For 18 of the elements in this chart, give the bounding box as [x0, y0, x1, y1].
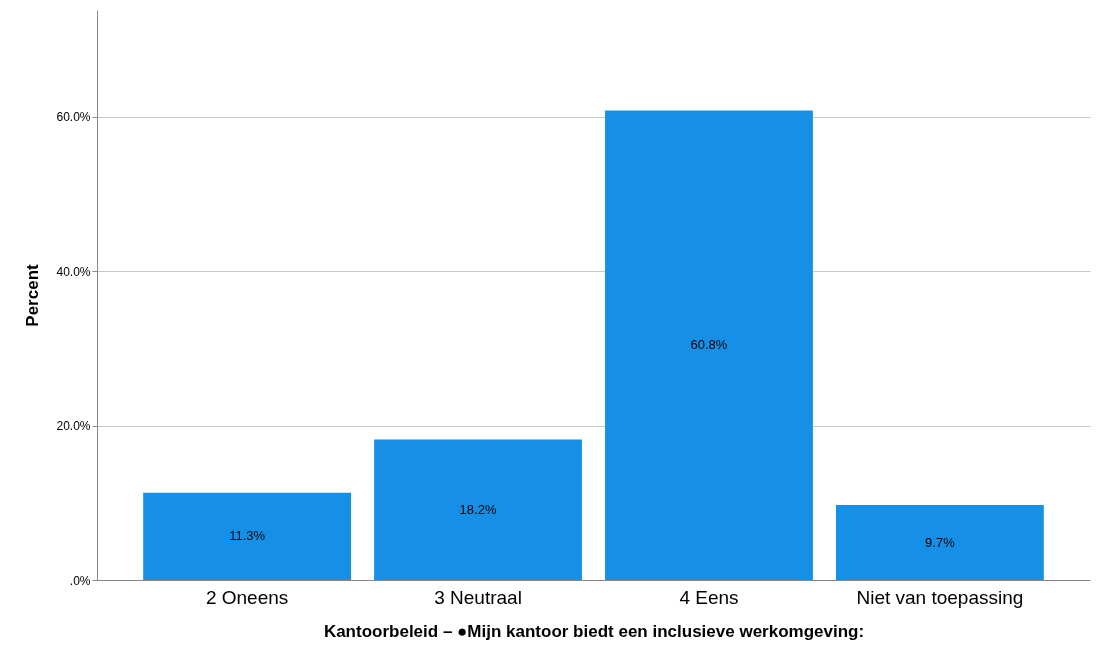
y-axis-title: Percent [23, 263, 43, 327]
data-label: 60.8% [690, 337, 728, 353]
data-label: 18.2% [459, 501, 497, 517]
x-tick-label: Niet van toepassing [856, 586, 1024, 608]
bar [605, 110, 813, 580]
data-label: 11.3% [229, 528, 266, 544]
x-axis-title: Kantoorbeleid – ●Mijn kantoor biedt een inclusieve werkomgeving: [323, 621, 865, 641]
bar [143, 492, 352, 580]
y-tick-label: 40.0% [56, 264, 91, 279]
y-tick-label: .0% [69, 573, 91, 588]
bar [374, 439, 582, 580]
bar [835, 505, 1044, 580]
x-tick-label: 2 Oneens [205, 586, 289, 608]
y-tick-label: 60.0% [56, 110, 91, 125]
data-label: 9.7% [925, 534, 956, 550]
y-tick-label: 20.0% [56, 419, 91, 434]
x-tick-label: 3 Neutraal [434, 586, 522, 608]
x-tick-label: 4 Eens [679, 586, 739, 608]
